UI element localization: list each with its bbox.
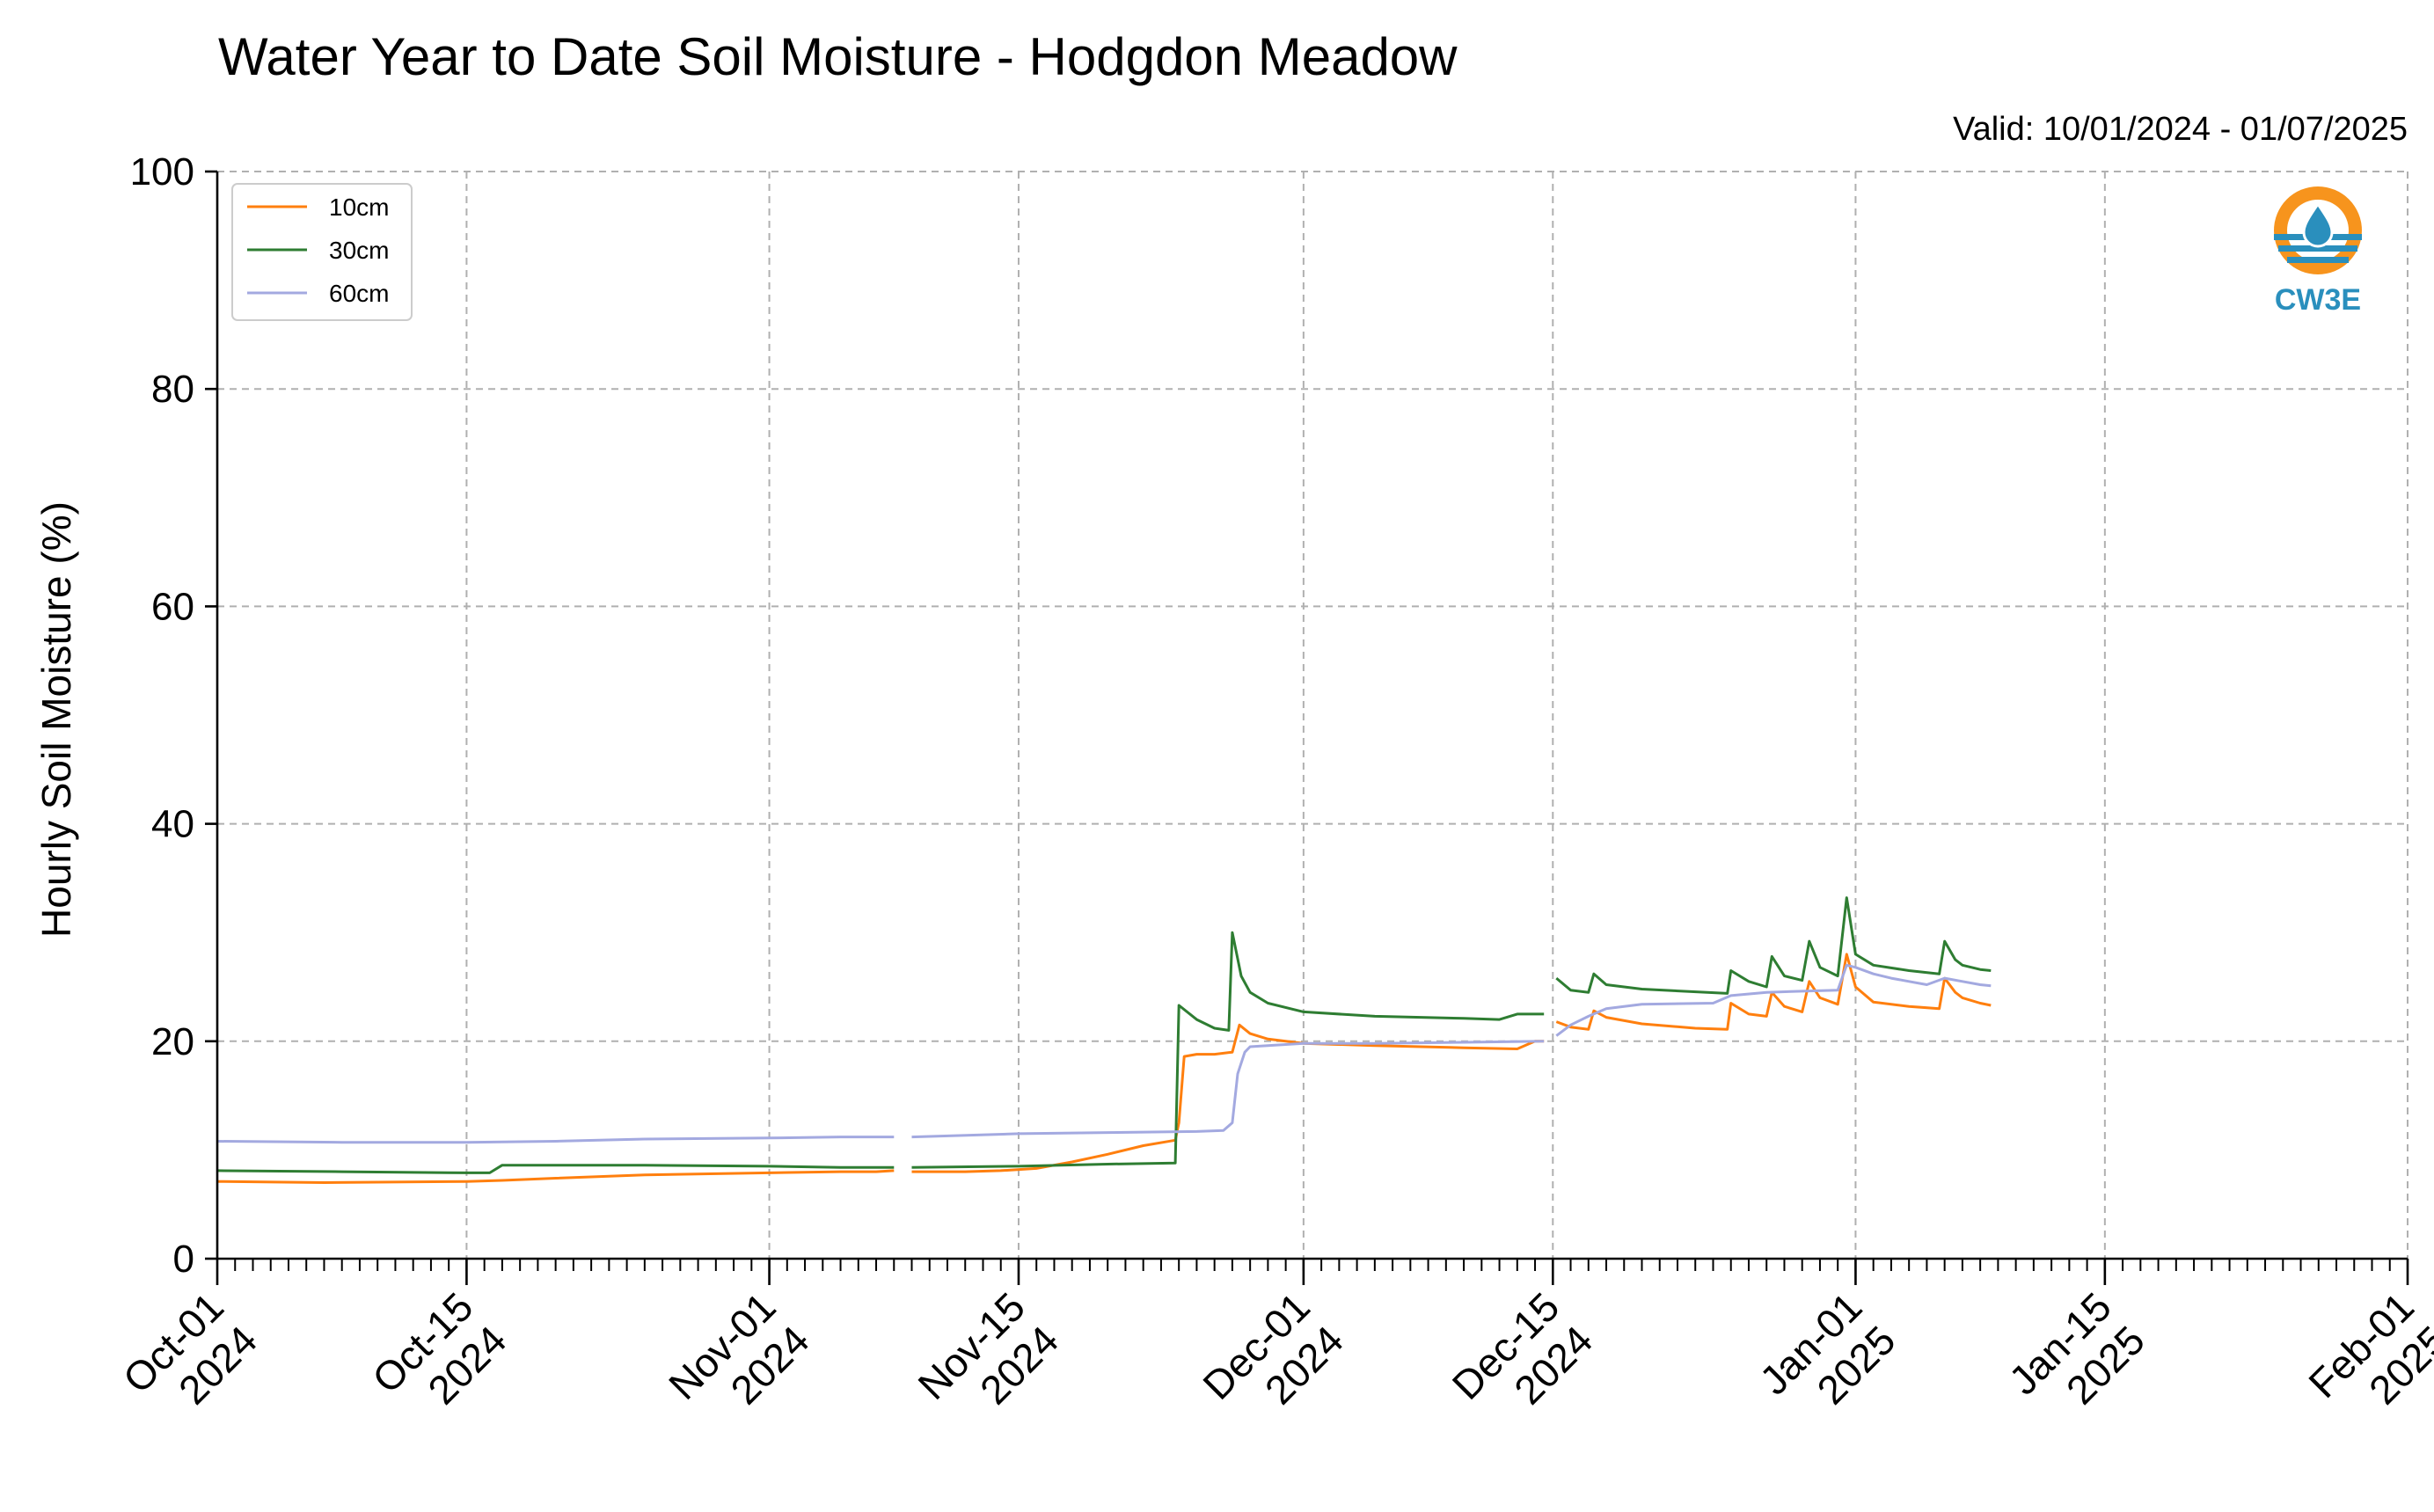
series-line-60cm-segment [911,1040,1545,1139]
chart-subtitle: Valid: 10/01/2024 - 01/07/2025 [1953,111,2408,148]
y-axis-ticks: 0 20 40 60 80 100 [130,150,217,1281]
y-tick-label: 40 [151,803,194,846]
series-line-60cm-segment [1555,963,1992,1037]
logo-wave-2 [2278,245,2357,252]
series-line-10cm-segment [1555,953,1992,1031]
series-line-60cm-segment [216,1136,895,1144]
legend-label-10cm: 10cm [329,194,389,221]
legend-label-30cm: 30cm [329,237,389,264]
cw3e-logo: CW3E [2274,186,2362,317]
y-axis-label: Hourly Soil Moisture (%) [33,501,79,938]
logo-text: CW3E [2275,283,2361,317]
series-lines [216,896,1992,1184]
legend: 10cm 30cm 60cm [231,183,413,321]
y-tick-label: 0 [173,1238,194,1281]
y-tick-label: 20 [151,1020,194,1063]
logo-wave-3 [2287,257,2349,263]
water-drop-icon [2302,201,2334,248]
series-line-10cm-segment [216,1169,895,1184]
y-tick-label: 60 [151,585,194,628]
series-line-30cm-segment [911,931,1545,1169]
y-tick-label: 80 [151,368,194,411]
legend-box [231,183,413,321]
legend-label-60cm: 60cm [329,280,389,307]
chart-title: Water Year to Date Soil Moisture - Hodgd… [218,27,1458,86]
series-line-30cm-segment [216,1164,895,1174]
y-tick-label: 100 [130,150,194,194]
series-line-30cm-segment [1555,896,1992,995]
axes [216,172,2408,1260]
